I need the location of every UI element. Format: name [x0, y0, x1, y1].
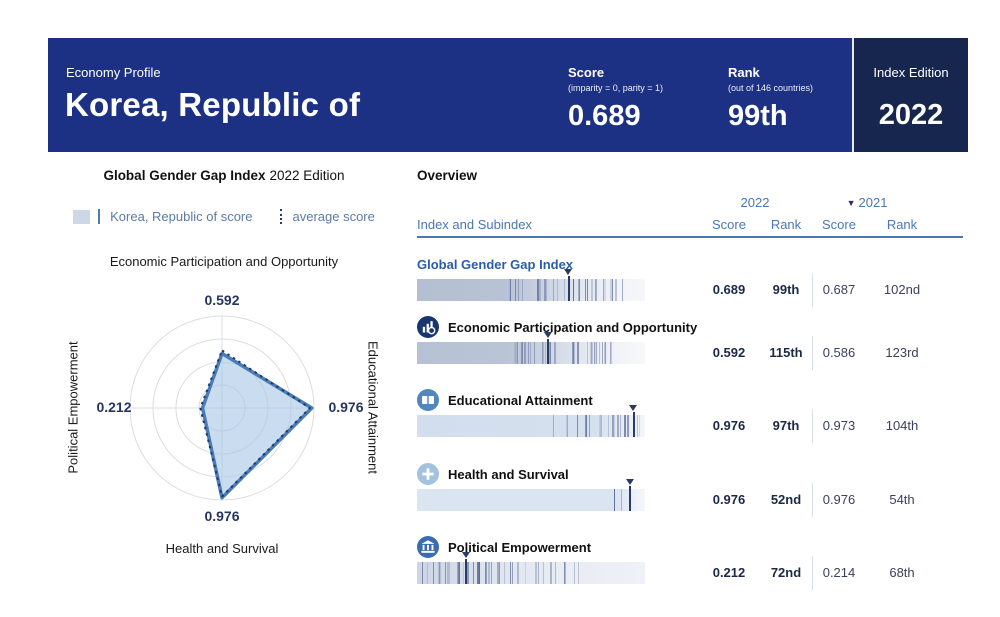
score-2022-cell: 0.689 [712, 282, 746, 297]
rank-2022-cell: 72nd [770, 565, 802, 580]
overview-heading: Overview [417, 168, 478, 183]
rank-2021-cell: 68th [889, 565, 915, 580]
row-title-educational-attainment: Educational Attainment [417, 389, 593, 411]
table-row: Political Empowerment 0.212 72nd 0.214 6… [417, 536, 963, 596]
index-edition-panel: Index Edition 2022 [852, 38, 968, 152]
rank-sublabel: (out of 146 countries) [728, 83, 814, 93]
table-header-rule [417, 236, 963, 238]
radar-axis-top-label: Economic Participation and Opportunity [109, 254, 339, 269]
table-row: Global Gender Gap Index 0.689 99th 0.687… [417, 253, 963, 313]
average-score-dotted-mark [280, 209, 283, 224]
radar-value-left: 0.212 [96, 399, 132, 415]
year-divider [812, 556, 813, 590]
table-row: Economic Participation and Opportunity 0… [417, 316, 963, 376]
score-2022-cell: 0.212 [712, 565, 746, 580]
rank-2021-cell: 102nd [883, 282, 921, 297]
score-2021-cell: 0.973 [822, 418, 856, 433]
year-divider [812, 273, 813, 307]
table-row: Educational Attainment 0.976 97th 0.973 … [417, 389, 963, 449]
year-divider [812, 336, 813, 370]
year-divider [812, 483, 813, 517]
legend-average-label: average score [292, 209, 375, 224]
legend-item-country: Korea, Republic of score [73, 209, 252, 224]
row-title-label: Political Empowerment [448, 539, 592, 555]
radar-value-top: 0.592 [204, 292, 240, 308]
score-sublabel: (imparity = 0, parity = 1) [568, 83, 664, 93]
radar-chart: 0.592 0.976 0.976 0.212 Political Empowe… [48, 268, 400, 568]
rank-2022-cell: 97th [772, 418, 800, 433]
index-edition-label: Index Edition [873, 65, 949, 80]
score-2022-cell: 0.976 [712, 492, 746, 507]
bar-chart-icon [417, 316, 439, 338]
row-title-economic-participation: Economic Participation and Opportunity [417, 316, 697, 338]
radar-svg [129, 315, 315, 501]
column-header-score-2022: Score [712, 217, 746, 232]
government-building-icon [417, 536, 439, 558]
header-score-block: Score (imparity = 0, parity = 1) 0.689 [568, 65, 663, 133]
left-panel-title-bold: Global Gender Gap Index [103, 168, 266, 183]
country-score-swatch [73, 209, 91, 224]
chart-legend: Korea, Republic of score average score [48, 209, 400, 224]
score-2021-cell: 0.214 [822, 565, 856, 580]
open-book-icon [417, 389, 439, 411]
year-divider [812, 409, 813, 443]
column-header-score-2021: Score [822, 217, 856, 232]
distribution-strip [417, 405, 645, 437]
radar-value-bottom: 0.976 [204, 508, 240, 524]
distribution-strip [417, 479, 645, 511]
medical-cross-icon [417, 463, 439, 485]
radar-value-right: 0.976 [328, 399, 364, 415]
row-title-health-and-survival: Health and Survival [417, 463, 569, 485]
left-panel-title-rest: 2022 Edition [269, 168, 345, 183]
column-header-index-and-subindex: Index and Subindex [417, 217, 532, 232]
header-eyebrow: Economy Profile [66, 65, 161, 80]
column-group-2021-label: 2021 [858, 195, 888, 210]
score-2021-cell: 0.976 [822, 492, 856, 507]
row-title-label: Economic Participation and Opportunity [448, 319, 698, 335]
country-score-line [98, 209, 101, 224]
radar-axis-right-label: Educational Attainment [365, 341, 381, 474]
rank-2022-cell: 99th [772, 282, 800, 297]
chevron-down-icon: ▼ [846, 198, 856, 208]
score-label: Score [568, 65, 605, 80]
left-panel-title: Global Gender Gap Index 2022 Edition [48, 168, 400, 183]
score-2022-cell: 0.976 [712, 418, 746, 433]
rank-value: 99th [728, 100, 788, 132]
table-row: Health and Survival 0.976 52nd 0.976 54t… [417, 463, 963, 523]
rank-2021-cell: 123rd [885, 345, 919, 360]
score-2021-cell: 0.687 [822, 282, 856, 297]
radar-axis-bottom-label: Health and Survival [165, 541, 279, 556]
overview-table: Overview 2022 ▼ 2021 Index and Subindex S… [417, 165, 965, 605]
score-value: 0.689 [568, 100, 641, 132]
row-title-label: Educational Attainment [448, 392, 593, 408]
score-2022-cell: 0.592 [712, 345, 746, 360]
column-header-rank-2021: Rank [886, 217, 918, 232]
row-title-political-empowerment: Political Empowerment [417, 536, 591, 558]
rank-2022-cell: 52nd [770, 492, 802, 507]
rank-label: Rank [728, 65, 760, 80]
column-header-rank-2022: Rank [770, 217, 802, 232]
distribution-strip [417, 552, 645, 584]
distribution-strip [417, 269, 645, 301]
distribution-strip [417, 332, 645, 364]
column-group-2021-dropdown[interactable]: ▼ 2021 [829, 195, 905, 210]
index-edition-value: 2022 [878, 99, 944, 131]
header-banner: Economy Profile Korea, Republic of Score… [48, 38, 968, 152]
rank-2021-cell: 104th [885, 418, 919, 433]
row-title-global-gender-gap-index: Global Gender Gap Index [417, 253, 573, 275]
column-group-2022: 2022 [740, 195, 770, 210]
row-title-label: Health and Survival [448, 466, 569, 482]
rank-2022-cell: 115th [769, 345, 803, 360]
legend-item-average: average score [280, 209, 375, 224]
radar-axis-left-label: Political Empowerment [65, 341, 81, 474]
legend-country-label: Korea, Republic of score [110, 209, 253, 224]
header-rank-block: Rank (out of 146 countries) 99th [728, 65, 813, 133]
rank-2021-cell: 54th [889, 492, 915, 507]
score-2021-cell: 0.586 [822, 345, 856, 360]
page-title: Korea, Republic of [65, 86, 361, 123]
row-title-label: Global Gender Gap Index [417, 256, 574, 272]
